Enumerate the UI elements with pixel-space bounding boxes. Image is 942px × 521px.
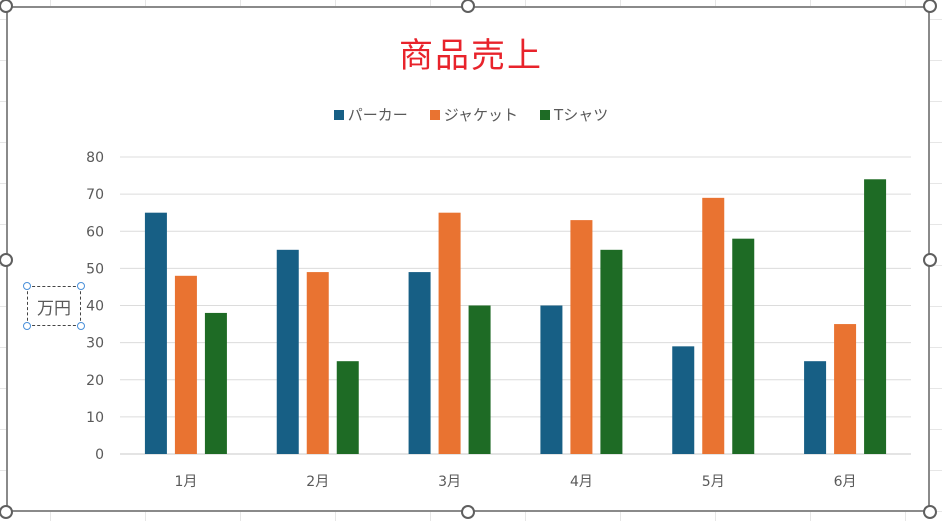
y-tick-label: 10 (86, 410, 104, 426)
legend-item-series-2[interactable]: ジャケット (429, 104, 519, 125)
y-axis-title-text: 万円 (37, 298, 71, 319)
legend-item-series-3[interactable]: Tシャツ (540, 104, 608, 125)
text-handle-top-left[interactable] (23, 282, 31, 290)
y-tick-label: 80 (86, 150, 104, 166)
y-axis-title[interactable]: 万円 (27, 286, 81, 326)
bar-series-3-4[interactable] (600, 249, 623, 454)
legend-item-series-1[interactable]: パーカー (333, 104, 408, 125)
bar-series-1-4[interactable] (540, 305, 563, 455)
legend-label-series-3: Tシャツ (554, 106, 609, 124)
bar-series-3-5[interactable] (732, 238, 755, 454)
resize-handle-bottom-left[interactable] (0, 505, 13, 519)
resize-handle-middle-left[interactable] (0, 253, 13, 267)
resize-handle-bottom-right[interactable] (923, 505, 937, 519)
legend-label-series-2: ジャケット (443, 106, 519, 124)
legend-label-series-1: パーカー (347, 106, 408, 124)
bar-series-2-1[interactable] (174, 275, 197, 454)
x-tick-label: 3月 (438, 474, 461, 490)
resize-handle-middle-right[interactable] (923, 253, 937, 267)
legend-swatch-series-2 (429, 109, 440, 120)
y-tick-label: 20 (86, 373, 104, 389)
bar-series-2-4[interactable] (570, 220, 593, 454)
x-tick-label: 6月 (834, 474, 857, 490)
bar-series-1-1[interactable] (144, 212, 167, 454)
x-axis-ticks: 1月 2月 3月 4月 5月 6月 (174, 474, 856, 490)
text-handle-top-right[interactable] (77, 282, 85, 290)
bar-series-1-6[interactable] (804, 361, 827, 454)
bar-series-1-5[interactable] (672, 346, 695, 454)
chart-title[interactable]: 商品売上 (399, 36, 543, 76)
bar-series-1-3[interactable] (408, 272, 431, 454)
y-tick-label: 40 (86, 299, 104, 315)
y-tick-label: 60 (86, 224, 104, 240)
resize-handle-top-left[interactable] (0, 0, 13, 13)
resize-handle-bottom-center[interactable] (461, 505, 475, 519)
resize-handle-top-right[interactable] (923, 0, 937, 13)
y-axis-ticks: 0 10 20 30 40 50 60 70 80 (86, 150, 104, 463)
text-handle-bottom-right[interactable] (77, 322, 85, 330)
text-handle-bottom-left[interactable] (23, 322, 31, 330)
x-tick-label: 2月 (306, 474, 329, 490)
x-tick-label: 5月 (702, 474, 725, 490)
legend-swatch-series-1 (333, 109, 344, 120)
y-tick-label: 50 (86, 261, 104, 277)
resize-handle-top-center[interactable] (461, 0, 475, 13)
bar-series-3-3[interactable] (468, 305, 491, 455)
bar-series-2-2[interactable] (306, 272, 329, 454)
x-tick-label: 4月 (570, 474, 593, 490)
bar-series-2-5[interactable] (702, 197, 725, 454)
bar-series-2-3[interactable] (438, 212, 461, 454)
bar-series-3-6[interactable] (864, 179, 887, 454)
y-tick-label: 30 (86, 336, 104, 352)
bars (144, 179, 887, 455)
legend-swatch-series-3 (540, 109, 551, 120)
gridlines (120, 156, 911, 455)
y-tick-label: 70 (86, 187, 104, 203)
bar-series-3-1[interactable] (204, 312, 227, 454)
chart-legend[interactable]: パーカー ジャケット Tシャツ (0, 104, 942, 125)
y-tick-label: 0 (95, 447, 104, 463)
bar-series-2-6[interactable] (834, 324, 857, 454)
x-tick-label: 1月 (174, 474, 197, 490)
bar-series-1-2[interactable] (276, 249, 299, 454)
bar-series-3-2[interactable] (336, 361, 359, 454)
